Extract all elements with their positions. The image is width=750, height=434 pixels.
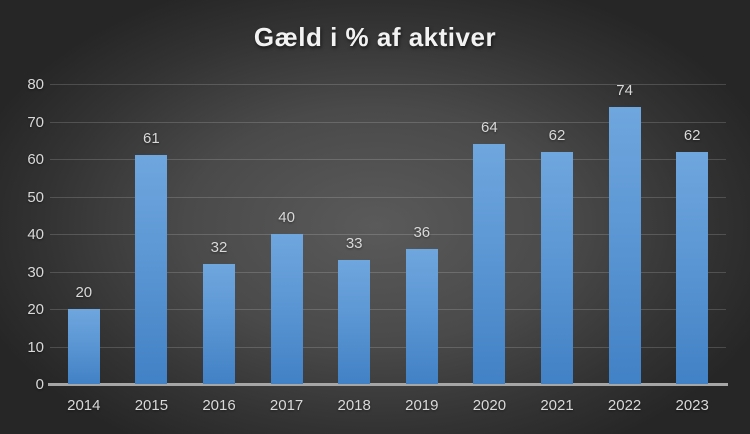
x-axis-label: 2022: [607, 397, 642, 414]
x-axis-label: 2020: [472, 397, 507, 414]
bar-2022: [608, 106, 641, 384]
gridline: [50, 271, 726, 273]
bar-value-label: 20: [75, 284, 93, 301]
x-axis-label: 2019: [405, 397, 439, 414]
chart-title: Gæld i % af aktiver: [253, 22, 497, 52]
gridline: [50, 159, 726, 160]
x-axis-label: 2015: [134, 397, 169, 414]
bar-2020: [473, 144, 506, 384]
bar-value-label: 40: [278, 209, 295, 226]
y-axis-label: 30: [27, 263, 44, 281]
bar-value-label: 74: [616, 81, 633, 99]
bar-value-label: 64: [481, 119, 498, 136]
y-axis-label: 0: [35, 376, 44, 393]
bar-value-label: 32: [210, 239, 228, 256]
bar-2017: [270, 234, 303, 384]
bar-value-label: 36: [413, 224, 431, 241]
gridline: [50, 234, 726, 235]
x-axis-label: 2021: [540, 397, 574, 414]
bar-value-label: 33: [345, 235, 363, 253]
y-axis-label: 80: [27, 76, 44, 93]
bar-value-label: 62: [548, 126, 566, 144]
gridline: [50, 196, 726, 198]
plot-area: 20 61 32 40 33 36 64 62 74 62: [48, 81, 728, 386]
bar-2023: [676, 151, 709, 384]
x-axis-label: 2014: [67, 397, 101, 414]
x-axis-label: 2023: [675, 397, 709, 414]
y-axis-label: 20: [27, 301, 44, 318]
bar-2015: [135, 155, 168, 384]
y-axis-label: 70: [27, 113, 44, 131]
x-axis-line: [48, 383, 728, 386]
bar-2014: [67, 309, 100, 384]
bar-2021: [541, 151, 573, 384]
gridline: [50, 84, 726, 85]
y-axis-label: 40: [27, 226, 44, 243]
x-axis-label: 2018: [337, 397, 371, 414]
y-axis-label: 50: [27, 188, 44, 206]
bar-2018: [338, 260, 371, 384]
bar-2016: [203, 264, 235, 384]
bar-value-label: 62: [683, 126, 701, 144]
gridline: [50, 309, 726, 310]
x-axis-label: 2016: [202, 397, 236, 414]
bar-2019: [405, 249, 438, 384]
y-axis-label: 10: [27, 338, 44, 356]
gridline: [50, 121, 726, 123]
y-axis-label: 60: [27, 151, 44, 168]
bar-value-label: 61: [143, 130, 160, 148]
gridline: [50, 346, 726, 348]
x-axis-label: 2017: [269, 397, 304, 414]
